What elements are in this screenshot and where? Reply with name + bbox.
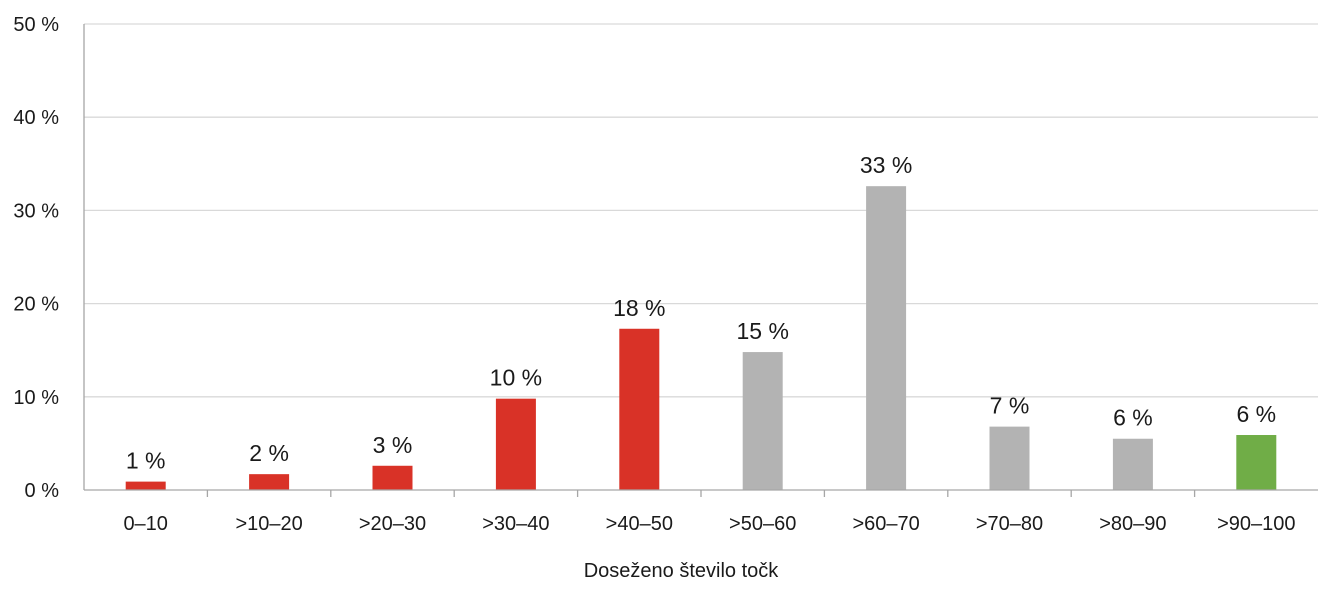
y-tick-label: 10 % xyxy=(13,387,59,409)
bar xyxy=(249,474,290,490)
x-tick-label: 0–10 xyxy=(123,513,168,535)
x-tick-label: >90–100 xyxy=(1217,513,1295,535)
bar xyxy=(372,465,413,490)
data-label: 1 % xyxy=(126,448,166,474)
data-label: 15 % xyxy=(736,318,788,344)
data-label: 10 % xyxy=(490,365,542,391)
x-tick-label: >40–50 xyxy=(606,513,673,535)
x-tick-label: >10–20 xyxy=(235,513,302,535)
bar xyxy=(1112,438,1153,490)
bar xyxy=(742,352,783,490)
data-label: 2 % xyxy=(249,440,289,466)
x-tick-label: >80–90 xyxy=(1099,513,1166,535)
bar xyxy=(495,398,536,490)
data-label: 6 % xyxy=(1236,401,1276,427)
bar xyxy=(866,186,907,490)
y-tick-label: 30 % xyxy=(13,200,59,222)
data-label: 18 % xyxy=(613,295,665,321)
x-tick-label: >30–40 xyxy=(482,513,549,535)
y-tick-label: 40 % xyxy=(13,107,59,129)
x-tick-label: >50–60 xyxy=(729,513,796,535)
axes xyxy=(83,24,1318,497)
x-tick-label: >70–80 xyxy=(976,513,1043,535)
y-tick-label: 20 % xyxy=(13,294,59,316)
bar xyxy=(619,328,660,490)
data-label: 3 % xyxy=(373,432,413,458)
x-tick-label: >60–70 xyxy=(852,513,919,535)
gridlines xyxy=(84,23,1318,398)
data-label: 7 % xyxy=(990,393,1030,419)
bar xyxy=(125,481,166,490)
data-label: 6 % xyxy=(1113,405,1153,431)
data-label: 33 % xyxy=(860,152,912,178)
y-tick-label: 0 % xyxy=(25,480,60,502)
bars xyxy=(125,186,1277,490)
x-tick-label: >20–30 xyxy=(359,513,426,535)
y-tick-label: 50 % xyxy=(13,14,59,36)
labels: 0 % 10 % 20 % 30 % 40 % 50 % 1 % 0–10 2 % >10–20 3… xyxy=(13,14,1295,535)
bar xyxy=(989,426,1030,490)
x-axis-title: Doseženo število točk xyxy=(584,560,780,582)
bar xyxy=(1236,435,1277,490)
